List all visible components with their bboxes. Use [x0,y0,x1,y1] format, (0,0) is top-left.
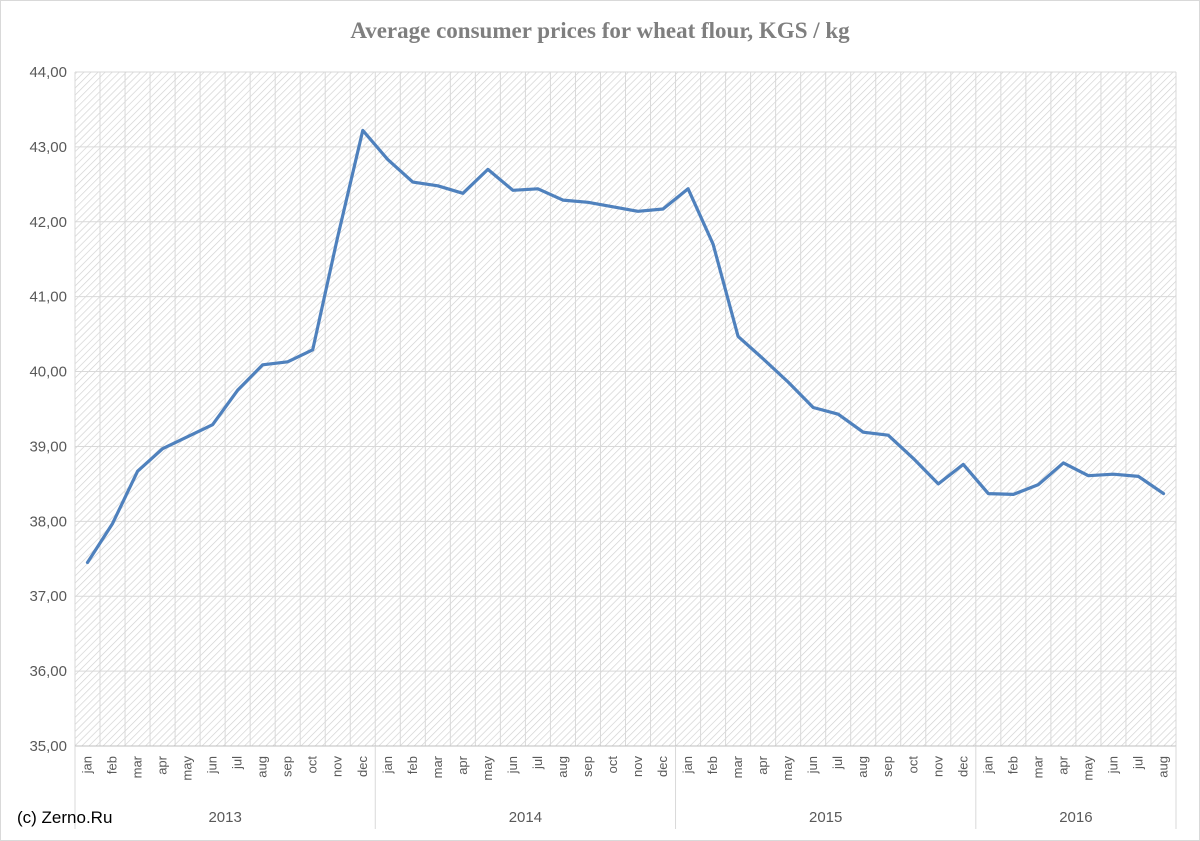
x-tick-label: jan [380,756,395,774]
x-tick-label: dec [355,756,370,777]
x-tick-label: jan [680,756,695,774]
y-tick-label: 39,00 [29,438,67,455]
year-label: 2016 [1059,809,1092,826]
x-tick-label: feb [1005,756,1020,774]
x-tick-label: jan [80,756,95,774]
x-tick-label: jun [805,756,820,774]
watermark-text: (c) Zerno.Ru [17,808,113,827]
x-tick-label: dec [655,756,670,777]
y-tick-label: 40,00 [29,364,67,381]
y-tick-label: 36,00 [29,663,67,680]
x-tick-label: aug [255,756,270,778]
y-tick-label: 35,00 [29,738,67,755]
x-tick-label: mar [1030,755,1045,778]
x-tick-label: jul [230,756,245,770]
series-line [85,128,1166,565]
y-tick-label: 41,00 [29,289,67,306]
x-tick-label: feb [705,756,720,774]
x-tick-label: may [780,756,795,781]
x-tick-label: mar [730,755,745,778]
x-tick-label: apr [155,755,170,774]
x-tick-label: aug [855,756,870,778]
y-tick-label: 37,00 [29,588,67,605]
x-tick-label: jun [505,756,520,774]
x-tick-label: oct [905,756,920,774]
x-tick-label: nov [630,756,645,777]
x-tick-label: jul [1130,756,1145,770]
x-tick-label: may [180,756,195,781]
year-label: 2015 [809,809,842,826]
x-tick-label: apr [455,755,470,774]
x-tick-label: jun [1105,756,1120,774]
x-tick-label: oct [605,756,620,774]
x-tick-label: nov [330,756,345,777]
x-tick-label: nov [930,756,945,777]
x-tick-label: feb [405,756,420,774]
x-tick-label: jun [205,756,220,774]
x-tick-label: jul [530,756,545,770]
y-tick-label: 43,00 [29,139,67,156]
x-tick-label: may [1080,756,1095,781]
y-tick-label: 42,00 [29,214,67,231]
x-tick-label: dec [955,756,970,777]
x-tick-label: oct [305,756,320,774]
chart-title: Average consumer prices for wheat flour,… [350,18,850,43]
x-tick-label: may [480,756,495,781]
x-tick-label: mar [130,755,145,778]
x-tick-label: mar [430,755,445,778]
y-tick-label: 38,00 [29,513,67,530]
year-label: 2013 [208,809,241,826]
y-tick-label: 44,00 [29,64,67,81]
x-tick-label: sep [880,756,895,777]
x-tick-label: sep [580,756,595,777]
x-tick-label: apr [755,755,770,774]
x-tick-label: apr [1055,755,1070,774]
x-tick-label: aug [555,756,570,778]
x-tick-label: feb [105,756,120,774]
x-tick-label: sep [280,756,295,777]
x-tick-label: aug [1155,756,1170,778]
x-tick-label: jul [830,756,845,770]
x-tick-label: jan [980,756,995,774]
year-label: 2014 [509,809,542,826]
